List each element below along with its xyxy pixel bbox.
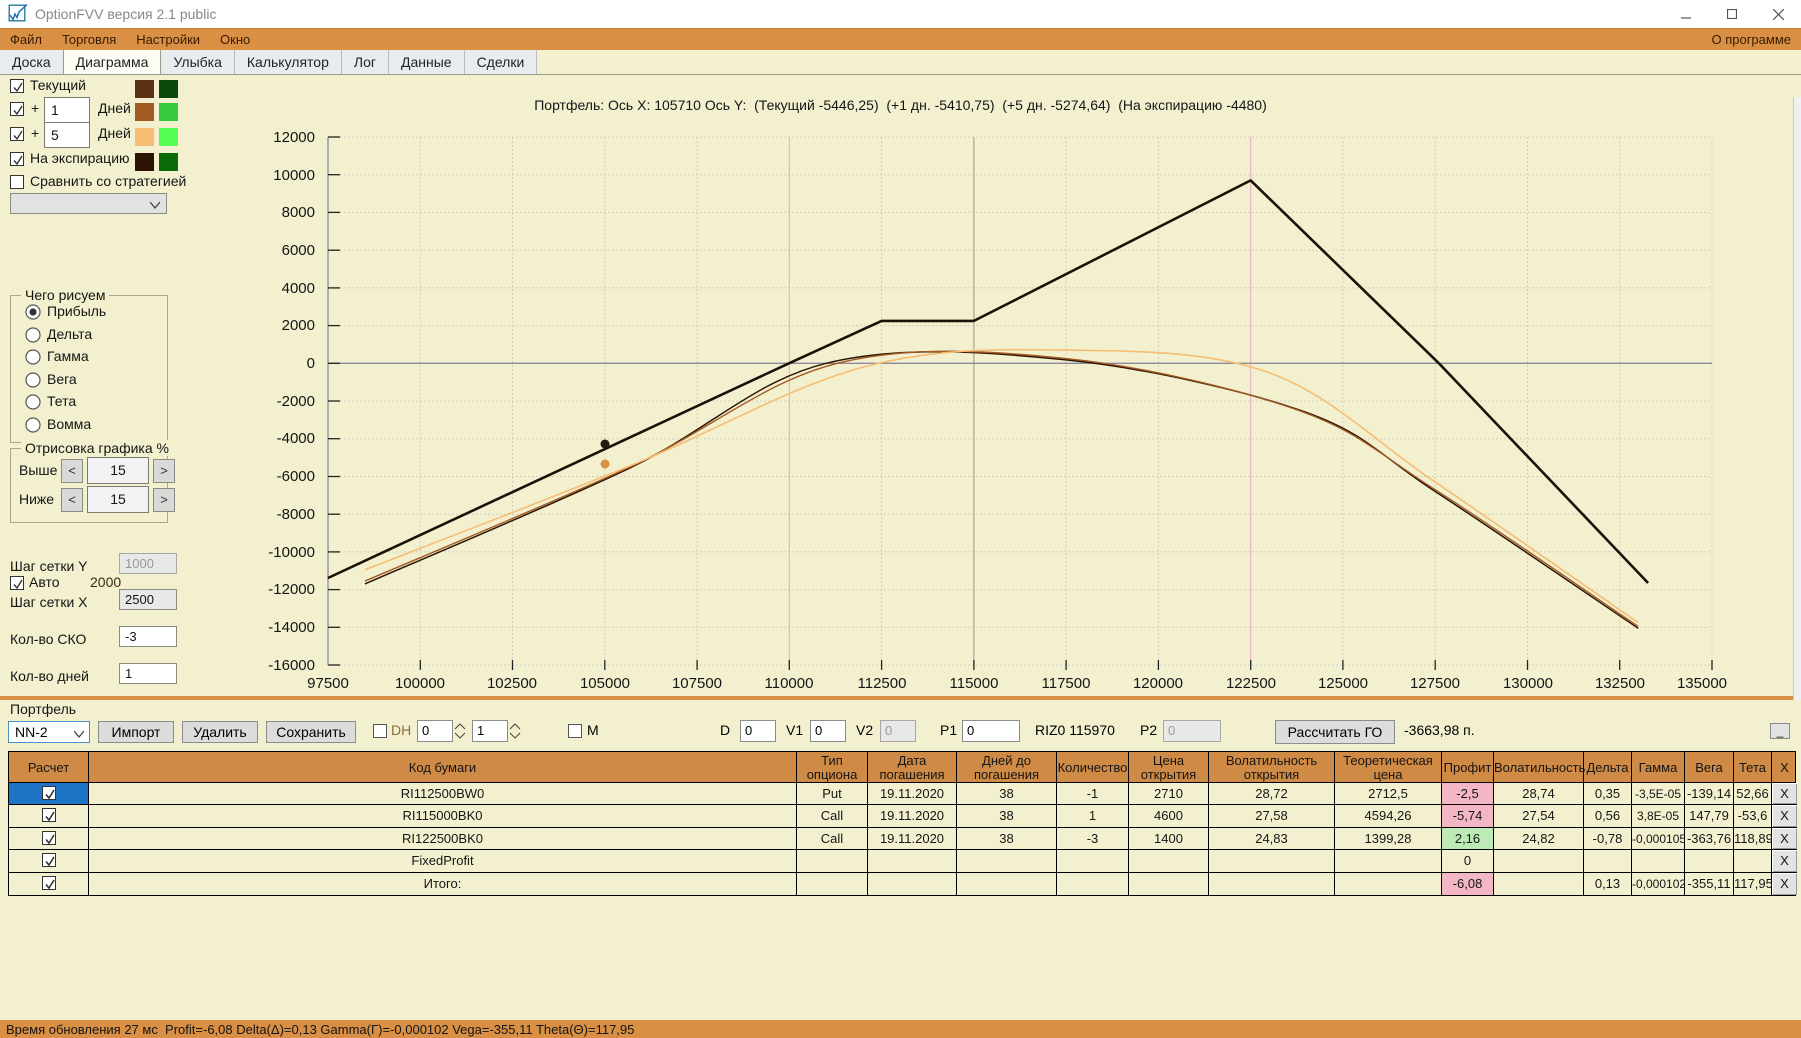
svg-text:-6000: -6000 bbox=[277, 468, 315, 485]
svg-text:-2000: -2000 bbox=[277, 393, 315, 410]
svg-text:6000: 6000 bbox=[282, 242, 315, 259]
svg-text:132500: 132500 bbox=[1595, 675, 1645, 692]
svg-text:130000: 130000 bbox=[1503, 675, 1553, 692]
svg-text:-12000: -12000 bbox=[268, 581, 315, 598]
svg-text:102500: 102500 bbox=[487, 675, 537, 692]
svg-text:107500: 107500 bbox=[672, 675, 722, 692]
svg-text:-10000: -10000 bbox=[268, 544, 315, 561]
svg-text:4000: 4000 bbox=[282, 280, 315, 297]
svg-text:10000: 10000 bbox=[273, 167, 315, 184]
svg-text:112500: 112500 bbox=[858, 675, 907, 692]
svg-text:122500: 122500 bbox=[1226, 675, 1276, 692]
svg-text:-4000: -4000 bbox=[277, 430, 315, 447]
svg-text:-14000: -14000 bbox=[268, 619, 315, 636]
svg-text:-8000: -8000 bbox=[277, 506, 315, 523]
svg-text:115000: 115000 bbox=[950, 675, 999, 692]
svg-text:120000: 120000 bbox=[1133, 675, 1183, 692]
svg-text:97500: 97500 bbox=[307, 675, 349, 692]
svg-text:125000: 125000 bbox=[1318, 675, 1368, 692]
svg-text:-16000: -16000 bbox=[268, 657, 315, 674]
svg-text:100000: 100000 bbox=[395, 675, 445, 692]
svg-text:127500: 127500 bbox=[1410, 675, 1460, 692]
svg-text:110000: 110000 bbox=[765, 675, 814, 692]
svg-text:0: 0 bbox=[307, 355, 315, 372]
svg-text:8000: 8000 bbox=[282, 204, 315, 221]
svg-text:117500: 117500 bbox=[1042, 675, 1091, 692]
svg-text:12000: 12000 bbox=[273, 129, 315, 146]
svg-text:105000: 105000 bbox=[580, 675, 630, 692]
svg-text:135000: 135000 bbox=[1677, 675, 1727, 692]
svg-text:2000: 2000 bbox=[282, 317, 315, 334]
